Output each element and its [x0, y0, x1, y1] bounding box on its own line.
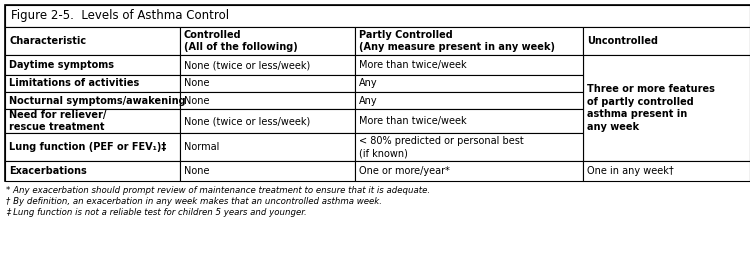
Text: Daytime symptoms: Daytime symptoms: [9, 60, 114, 70]
Text: None: None: [184, 166, 209, 176]
Text: Characteristic: Characteristic: [9, 36, 86, 46]
Bar: [583, 27, 750, 55]
Bar: [355, 133, 583, 161]
Bar: [180, 161, 355, 181]
Bar: [355, 75, 583, 92]
Bar: [180, 75, 355, 92]
Text: One or more/year*: One or more/year*: [359, 166, 450, 176]
Bar: [355, 109, 583, 133]
Text: † By definition, an exacerbation in any week makes that an uncontrolled asthma w: † By definition, an exacerbation in any …: [6, 197, 382, 206]
Bar: [5, 109, 180, 133]
Text: Controlled
(All of the following): Controlled (All of the following): [184, 30, 298, 52]
Text: None (twice or less/week): None (twice or less/week): [184, 60, 310, 70]
Text: More than twice/week: More than twice/week: [359, 116, 466, 126]
Text: Any: Any: [359, 79, 377, 89]
Text: None (twice or less/week): None (twice or less/week): [184, 116, 310, 126]
Bar: [5, 27, 180, 55]
Bar: [355, 27, 583, 55]
Text: ‡ Lung function is not a reliable test for children 5 years and younger.: ‡ Lung function is not a reliable test f…: [6, 208, 307, 217]
Text: None: None: [184, 95, 209, 105]
Bar: [180, 109, 355, 133]
Text: Uncontrolled: Uncontrolled: [587, 36, 658, 46]
Text: Normal: Normal: [184, 142, 219, 152]
Bar: [180, 92, 355, 109]
Bar: [180, 133, 355, 161]
Bar: [180, 27, 355, 55]
Text: Need for reliever/
rescue treatment: Need for reliever/ rescue treatment: [9, 110, 106, 132]
Text: None: None: [184, 79, 209, 89]
Bar: [5, 5, 750, 181]
Bar: [5, 161, 180, 181]
Bar: [5, 75, 180, 92]
Bar: [355, 161, 583, 181]
Bar: [5, 5, 750, 27]
Text: Three or more features
of partly controlled
asthma present in
any week: Three or more features of partly control…: [587, 84, 715, 132]
Text: Partly Controlled
(Any measure present in any week): Partly Controlled (Any measure present i…: [359, 30, 555, 52]
Bar: [355, 55, 583, 75]
Text: Nocturnal symptoms/awakening: Nocturnal symptoms/awakening: [9, 95, 186, 105]
Text: Limitations of activities: Limitations of activities: [9, 79, 140, 89]
Text: < 80% predicted or personal best
(if known): < 80% predicted or personal best (if kno…: [359, 136, 524, 158]
Bar: [583, 161, 750, 181]
Text: Exacerbations: Exacerbations: [9, 166, 87, 176]
Bar: [5, 92, 180, 109]
Bar: [5, 133, 180, 161]
Text: Figure 2-5.  Levels of Asthma Control: Figure 2-5. Levels of Asthma Control: [11, 9, 229, 22]
Bar: [583, 55, 750, 161]
Bar: [180, 55, 355, 75]
Bar: [5, 55, 180, 75]
Text: * Any exacerbation should prompt review of maintenance treatment to ensure that : * Any exacerbation should prompt review …: [6, 186, 430, 195]
Text: One in any week†: One in any week†: [587, 166, 674, 176]
Text: More than twice/week: More than twice/week: [359, 60, 466, 70]
Text: Any: Any: [359, 95, 377, 105]
Bar: [355, 92, 583, 109]
Text: Lung function (PEF or FEV₁)‡: Lung function (PEF or FEV₁)‡: [9, 142, 166, 152]
